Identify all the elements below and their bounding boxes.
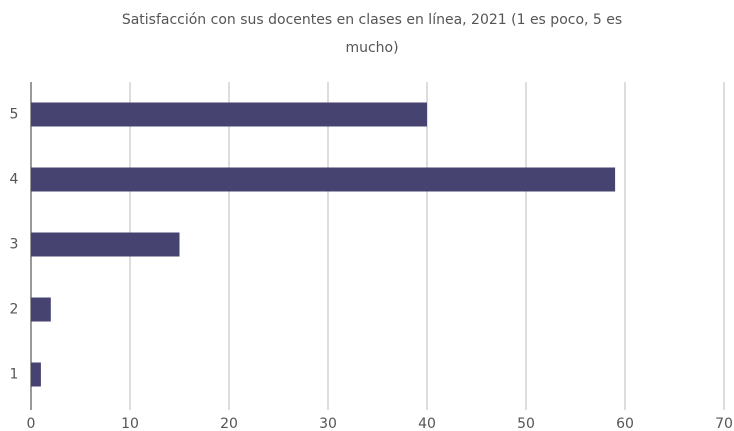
bar — [31, 362, 41, 387]
bar — [31, 102, 427, 127]
y-tick-label: 1 — [10, 367, 19, 383]
x-tick-label: 40 — [418, 416, 436, 431]
chart-title: Satisfacción con sus docentes en clases … — [121, 12, 623, 56]
bar — [31, 232, 180, 257]
bar — [31, 167, 616, 192]
x-tick-label: 30 — [319, 416, 337, 431]
y-tick-label: 5 — [10, 107, 19, 123]
x-tick-label: 10 — [121, 416, 139, 431]
x-tick-label: 0 — [27, 416, 36, 431]
x-tick-label: 50 — [517, 416, 535, 431]
x-tick-label: 60 — [616, 416, 634, 431]
y-tick-label: 3 — [10, 237, 19, 253]
y-tick-label: 2 — [10, 302, 19, 318]
x-tick-label: 70 — [715, 416, 733, 431]
y-tick-label: 4 — [10, 172, 19, 188]
bar — [31, 297, 51, 322]
x-tick-label: 20 — [220, 416, 238, 431]
